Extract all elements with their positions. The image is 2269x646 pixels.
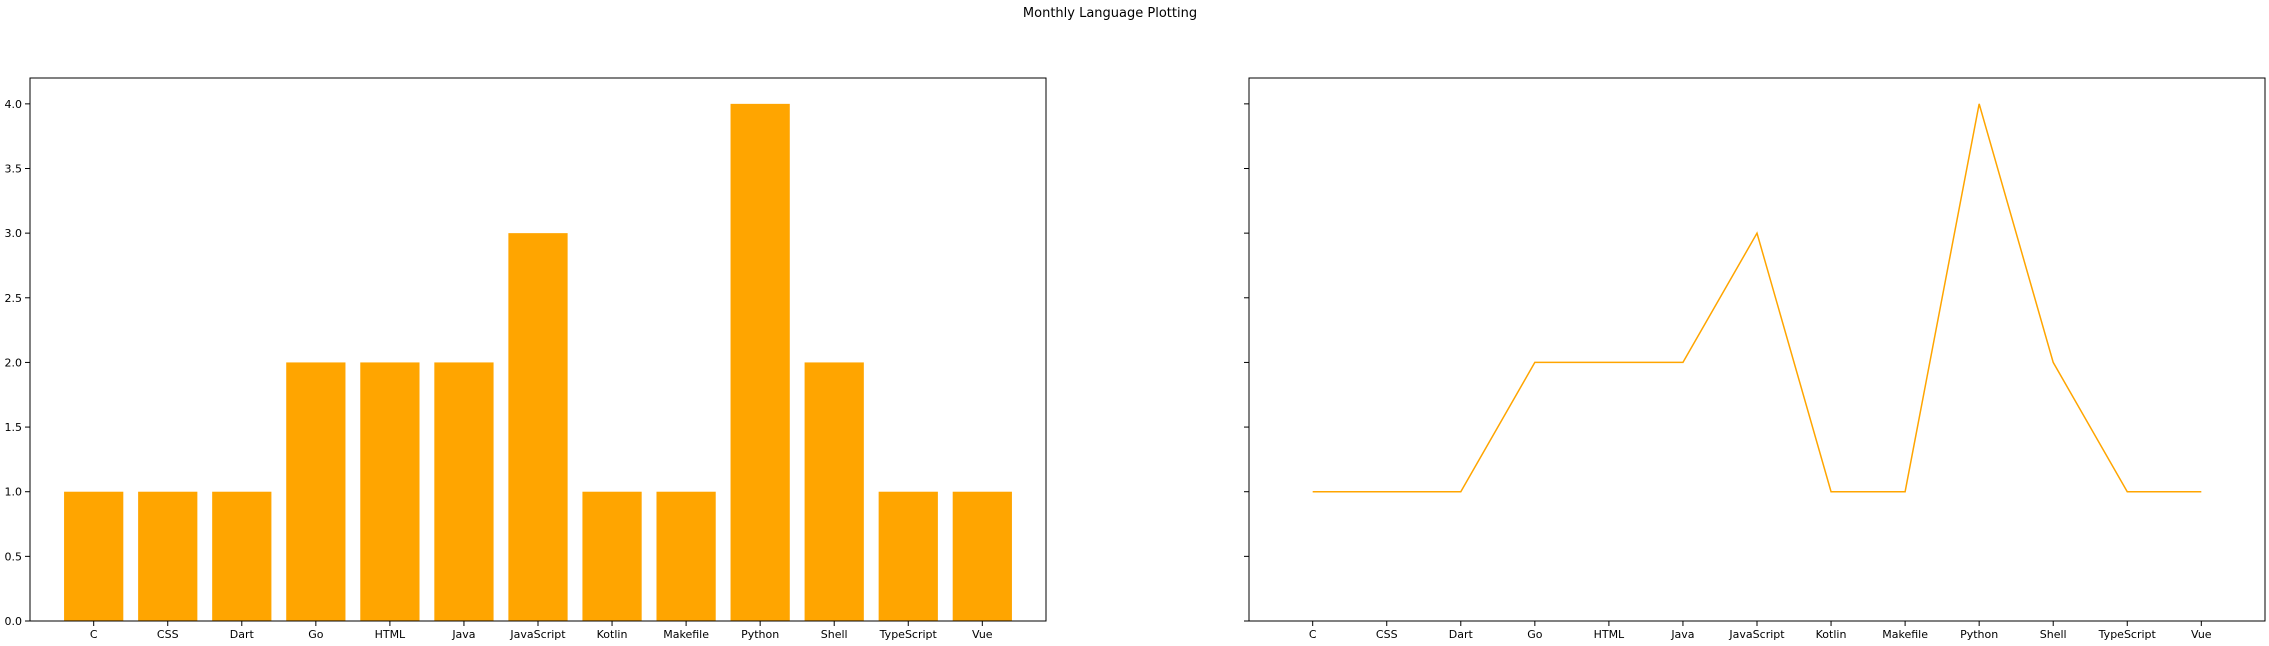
series-line bbox=[1312, 103, 2202, 493]
axes-frame bbox=[1248, 77, 2266, 622]
bar-typescript bbox=[878, 491, 938, 621]
y-tick-label: 3.0 bbox=[5, 227, 23, 240]
x-tick-label-dart: Dart bbox=[230, 628, 255, 641]
x-tick-label-makefile: Makefile bbox=[663, 628, 709, 641]
x-tick-label-python: Python bbox=[741, 628, 779, 641]
bar-kotlin bbox=[582, 491, 642, 621]
x-tick-label-shell: Shell bbox=[821, 628, 848, 641]
x-tick-label-c: C bbox=[90, 628, 98, 641]
bar-css bbox=[138, 491, 198, 621]
x-tick-label-python: Python bbox=[1960, 628, 1998, 641]
bar-c bbox=[64, 491, 124, 621]
x-tick-label-c: C bbox=[1309, 628, 1317, 641]
bar-go bbox=[286, 362, 346, 621]
x-tick-label-javascript: JavaScript bbox=[509, 628, 566, 641]
x-tick-label-go: Go bbox=[1527, 628, 1543, 641]
y-tick-label: 0.5 bbox=[5, 550, 23, 563]
bar-chart-panel: 0.0 0.5 1.0 1.5 2.0 2.5 3.0 3.5 4.0 C CSS Dart Go HTM… bbox=[5, 77, 1047, 641]
x-tick-label-kotlin: Kotlin bbox=[597, 628, 628, 641]
x-tick-label-html: HTML bbox=[375, 628, 406, 641]
x-tick-label-typescript: TypeScript bbox=[2098, 628, 2157, 641]
bar-vue bbox=[952, 491, 1012, 621]
line-chart-panel: C CSS Dart Go HTML Java JavaScript Kotlin Makefi… bbox=[1244, 77, 2266, 641]
y-tick-label: 1.5 bbox=[5, 421, 23, 434]
x-tick-label-go: Go bbox=[308, 628, 324, 641]
y-tick-label: 3.5 bbox=[5, 163, 23, 176]
y-tick-label: 2.0 bbox=[5, 356, 23, 369]
x-tick-label-dart: Dart bbox=[1449, 628, 1474, 641]
y-tick-label: 1.0 bbox=[5, 486, 23, 499]
bar-html bbox=[360, 362, 420, 621]
x-tick-label-javascript: JavaScript bbox=[1728, 628, 1785, 641]
bar-python bbox=[730, 103, 790, 622]
bar-makefile bbox=[656, 491, 716, 621]
bar-javascript bbox=[508, 233, 568, 621]
figure-title: Monthly Language Plotting bbox=[1023, 6, 1197, 21]
x-tick-label-makefile: Makefile bbox=[1882, 628, 1928, 641]
x-tick-label-css: CSS bbox=[157, 628, 179, 641]
x-tick-label-html: HTML bbox=[1594, 628, 1625, 641]
x-tick-label-java: Java bbox=[1670, 628, 1694, 641]
axes-frame bbox=[29, 77, 1047, 622]
y-tick-label: 2.5 bbox=[5, 292, 23, 305]
y-tick-label: 4.0 bbox=[5, 98, 23, 111]
bar-dart bbox=[212, 491, 272, 621]
x-tick-label-vue: Vue bbox=[972, 628, 993, 641]
bar-shell bbox=[804, 362, 864, 621]
x-tick-label-css: CSS bbox=[1376, 628, 1398, 641]
x-tick-label-java: Java bbox=[451, 628, 475, 641]
bar-java bbox=[434, 362, 494, 621]
x-tick-label-shell: Shell bbox=[2040, 628, 2067, 641]
x-tick-label-kotlin: Kotlin bbox=[1816, 628, 1847, 641]
x-tick-label-vue: Vue bbox=[2191, 628, 2212, 641]
x-tick-label-typescript: TypeScript bbox=[879, 628, 938, 641]
y-tick-label: 0.0 bbox=[5, 615, 23, 628]
